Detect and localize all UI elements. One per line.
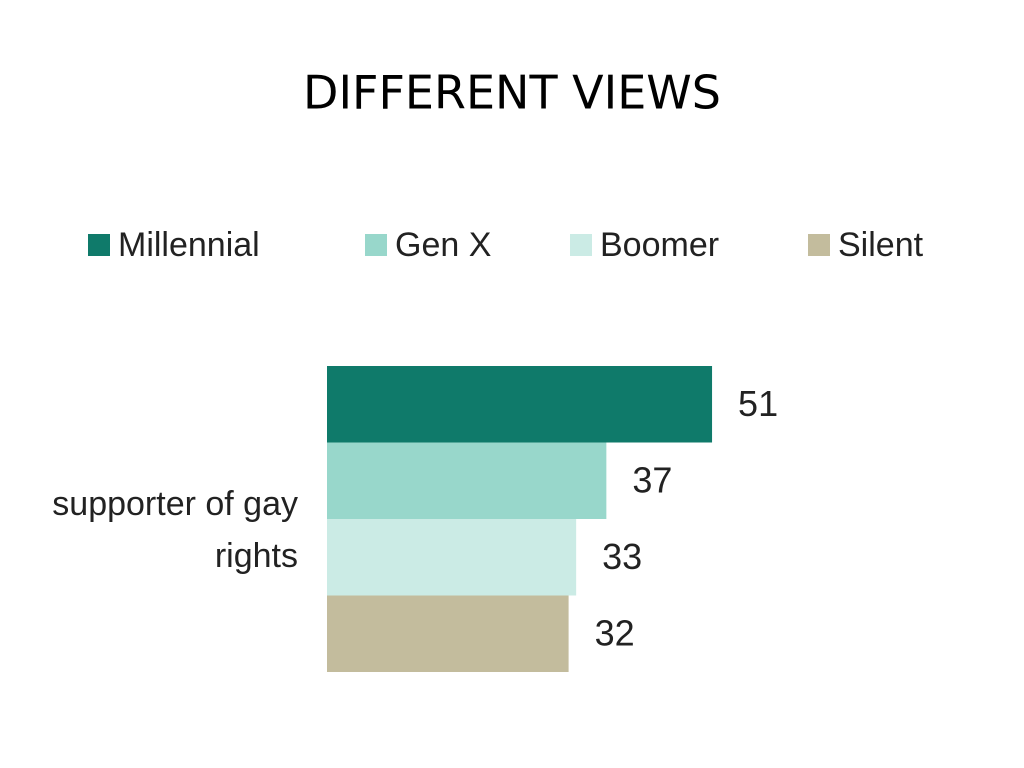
chart-title: DIFFERENT VIEWS [303, 66, 721, 120]
bar [327, 519, 577, 596]
value-label: 37 [632, 459, 672, 500]
bar [327, 366, 713, 443]
bar [327, 595, 569, 672]
legend-swatch [88, 234, 110, 256]
value-label: 32 [595, 612, 635, 653]
legend-text: Silent [838, 226, 924, 264]
category-label: supporter of gay rights [52, 485, 298, 575]
value-label: 51 [738, 383, 778, 424]
legend-swatch [365, 234, 387, 256]
legend-text: Millennial [118, 226, 260, 264]
legend-swatch [570, 234, 592, 256]
bar [327, 442, 607, 519]
legend-swatch [808, 234, 830, 256]
legend-text: Gen X [395, 226, 491, 264]
value-label: 33 [602, 536, 642, 577]
legend-text: Boomer [600, 226, 719, 264]
